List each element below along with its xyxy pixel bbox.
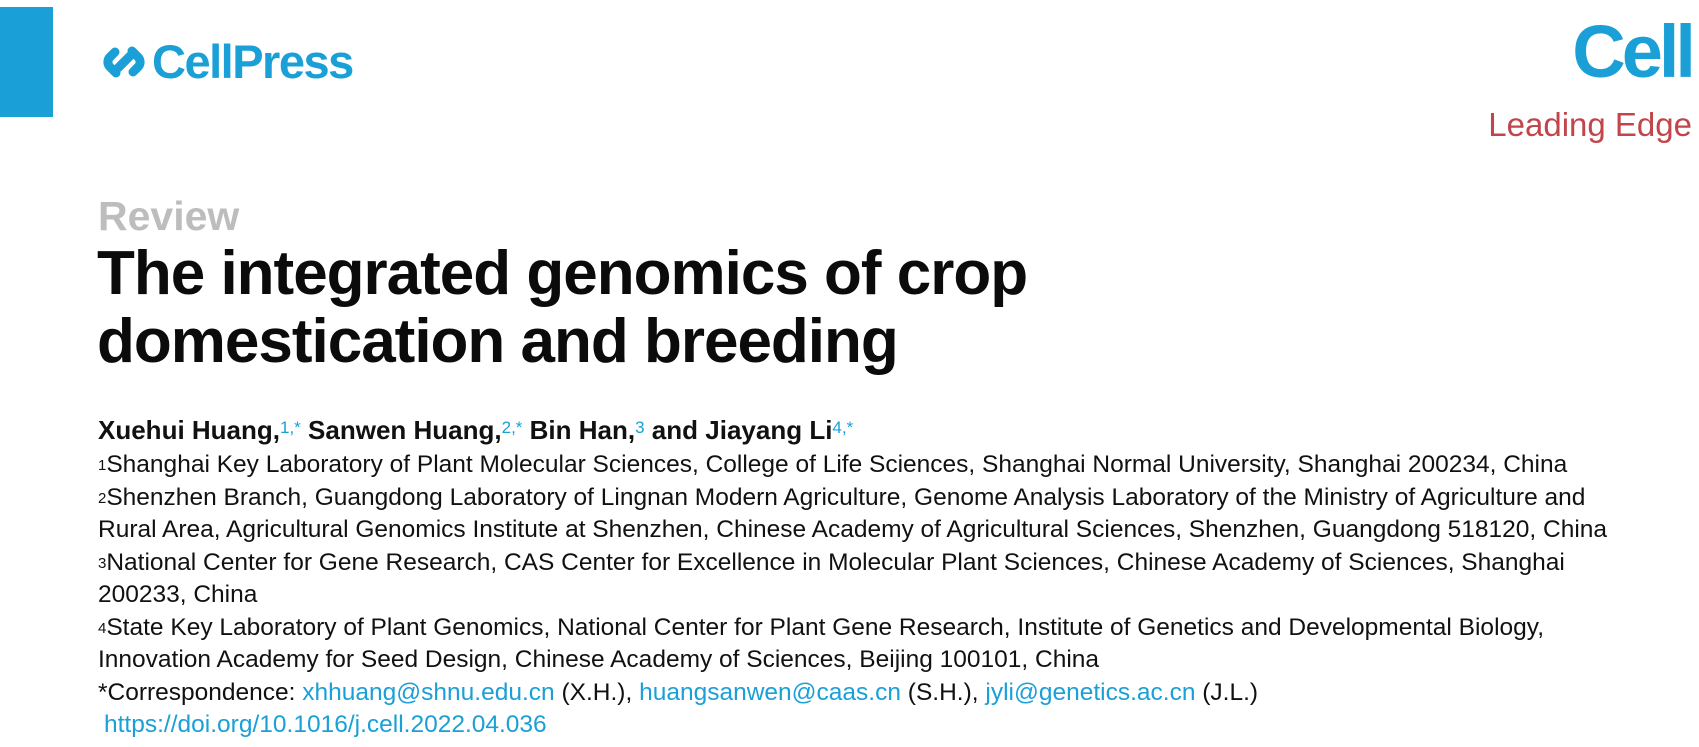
affiliation-line: 3National Center for Gene Research, CAS … bbox=[98, 547, 1698, 580]
title-line: domestication and breeding bbox=[97, 307, 899, 376]
article-title: The integrated genomics of crop domestic… bbox=[97, 239, 1028, 376]
title-line: The integrated genomics of crop bbox=[97, 239, 1028, 308]
author-name: Sanwen Huang, bbox=[308, 415, 502, 445]
author-list: Xuehui Huang,1,* Sanwen Huang,2,* Bin Ha… bbox=[98, 413, 853, 447]
article-type: Review bbox=[98, 193, 240, 239]
affiliation-line: 200233, China bbox=[98, 579, 1698, 612]
author-initials: (S.H.), bbox=[907, 678, 979, 706]
email-link[interactable]: xhhuang@shnu.edu.cn bbox=[302, 678, 555, 706]
affiliation-text: Shanghai Key Laboratory of Plant Molecul… bbox=[106, 451, 1568, 478]
author-connector: and bbox=[651, 415, 699, 445]
affiliation-text: 200233, China bbox=[98, 581, 258, 608]
affiliation-line: Innovation Academy for Seed Design, Chin… bbox=[98, 644, 1698, 677]
section-label: Leading Edge bbox=[1488, 106, 1692, 143]
correspondence-line: *Correspondence: xhhuang@shnu.edu.cn (X.… bbox=[98, 677, 1698, 710]
affiliation-text: Innovation Academy for Seed Design, Chin… bbox=[98, 646, 1100, 673]
author-initials: (X.H.), bbox=[561, 678, 633, 706]
affiliation-line: 1Shanghai Key Laboratory of Plant Molecu… bbox=[98, 449, 1698, 482]
author-affiliation-sup[interactable]: 2,* bbox=[501, 418, 523, 437]
affiliation-text: National Center for Gene Research, CAS C… bbox=[106, 548, 1565, 576]
affiliation-line: Rural Area, Agricultural Genomics Instit… bbox=[98, 514, 1698, 547]
author-initials: (J.L.) bbox=[1202, 678, 1259, 706]
email-link[interactable]: huangsanwen@caas.cn bbox=[639, 678, 901, 706]
author-name: Bin Han, bbox=[529, 415, 636, 445]
affiliation-number: 2 bbox=[98, 489, 107, 507]
cellpress-link-icon bbox=[103, 46, 145, 78]
author-affiliation-sup[interactable]: 1,* bbox=[280, 418, 301, 437]
cellpress-logo[interactable]: CellPress bbox=[98, 35, 354, 88]
doi-link[interactable]: https://doi.org/10.1016/j.cell.2022.04.0… bbox=[104, 711, 547, 738]
affiliation-text: Shenzhen Branch, Guangdong Laboratory of… bbox=[106, 483, 1586, 511]
affiliations: 1Shanghai Key Laboratory of Plant Molecu… bbox=[98, 449, 1698, 742]
email-link[interactable]: jyli@genetics.ac.cn bbox=[985, 678, 1196, 706]
correspondence-label: *Correspondence: bbox=[98, 678, 296, 706]
author-affiliation-sup[interactable]: 3 bbox=[635, 418, 645, 437]
affiliation-number: 4 bbox=[98, 619, 107, 637]
publisher-name: CellPress bbox=[152, 35, 354, 88]
affiliation-text: State Key Laboratory of Plant Genomics, … bbox=[106, 613, 1544, 641]
author-name: Xuehui Huang, bbox=[98, 415, 280, 445]
affiliation-number: 3 bbox=[98, 554, 107, 572]
affiliation-number: 1 bbox=[98, 457, 107, 474]
affiliation-line: 4State Key Laboratory of Plant Genomics,… bbox=[98, 612, 1698, 645]
journal-logo[interactable]: Cell bbox=[1572, 10, 1696, 93]
brand-accent-bar bbox=[0, 7, 53, 117]
doi-line: https://doi.org/10.1016/j.cell.2022.04.0… bbox=[98, 709, 1698, 742]
affiliation-line: 2Shenzhen Branch, Guangdong Laboratory o… bbox=[98, 482, 1698, 515]
author-affiliation-sup[interactable]: 4,* bbox=[832, 418, 854, 437]
affiliation-text: Rural Area, Agricultural Genomics Instit… bbox=[98, 516, 1608, 543]
author-name: Jiayang Li bbox=[705, 415, 833, 445]
